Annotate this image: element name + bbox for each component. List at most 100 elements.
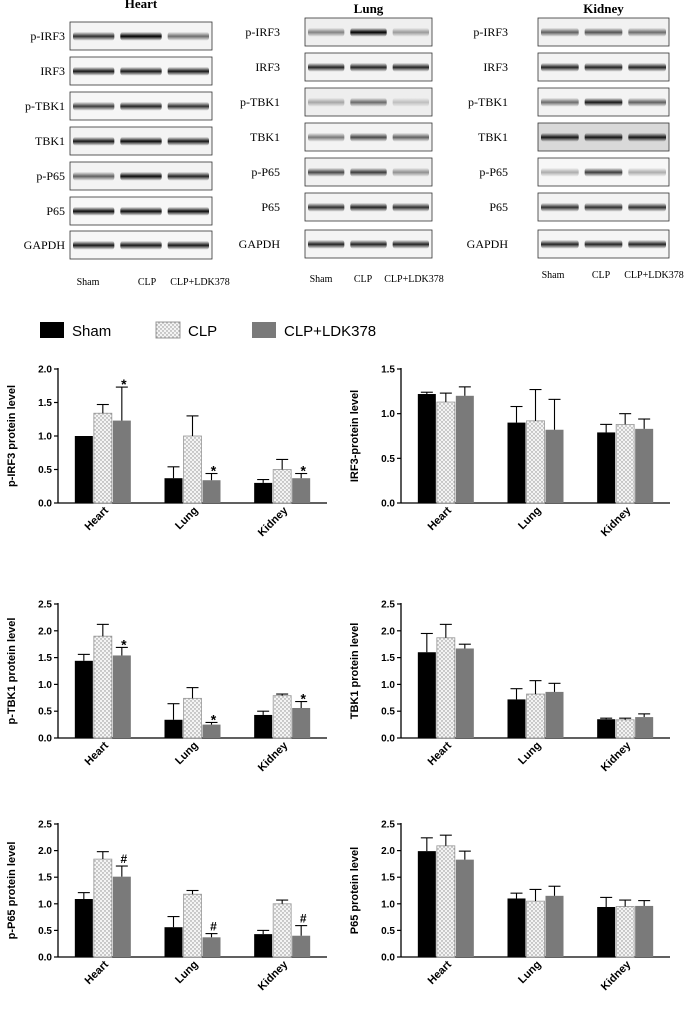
y-tick-label: 1.0 <box>38 680 52 691</box>
bar-heart-sham <box>74 660 93 738</box>
bar-lung-sham <box>507 699 526 738</box>
blot-lane-label-heart-clp: CLP <box>138 277 157 288</box>
blot-row-label-kidney-gapdh: GAPDH <box>467 237 509 251</box>
y-tick-label: 0.0 <box>38 734 52 745</box>
bar-lung-clp <box>183 893 202 958</box>
blot-band <box>541 202 579 212</box>
blot-band <box>541 97 579 107</box>
bar-heart-clp-ldk378 <box>455 395 474 503</box>
blot-row-label-lung-tbk1: TBK1 <box>250 130 280 144</box>
bar-kidney-clp <box>272 469 292 504</box>
blot-band <box>584 27 623 37</box>
y-tick-label: 1.0 <box>38 899 52 910</box>
blot-lane-label-heart-sham: Sham <box>77 277 100 288</box>
bar-kidney-clp <box>272 903 292 958</box>
x-tick-label-kidney: Kidney <box>599 958 634 993</box>
blot-band <box>350 239 387 249</box>
blot-band <box>308 202 345 212</box>
significance-marker: # <box>120 852 127 866</box>
y-tick-label: 2.0 <box>38 626 52 637</box>
x-tick-label-kidney: Kidney <box>256 739 291 774</box>
y-tick-label: 0.0 <box>38 953 52 964</box>
bar-heart-clp <box>436 845 456 958</box>
blot-band <box>73 136 115 146</box>
y-tick-label: 0.5 <box>381 454 395 465</box>
blot-band <box>392 132 429 142</box>
blot-band <box>167 240 209 250</box>
blot-band <box>392 202 429 212</box>
x-tick-label-heart: Heart <box>83 504 112 533</box>
bar-heart-sham <box>417 394 436 503</box>
x-tick-label-heart: Heart <box>426 739 455 768</box>
bar-heart-sham <box>417 652 436 738</box>
blot-band <box>628 239 666 249</box>
blot-title-heart: Heart <box>125 0 158 11</box>
blot-row-label-heart-p-tbk1: p-TBK1 <box>25 99 65 113</box>
blot-row-label-lung-irf3: IRF3 <box>255 60 280 74</box>
legend-label-sham: Sham <box>72 323 111 340</box>
legend-label-clp: CLP <box>188 323 217 340</box>
y-axis-label: P65 protein level <box>349 847 361 934</box>
blot-band <box>120 31 162 41</box>
blot-row-label-heart-p-p65: p-P65 <box>36 169 65 183</box>
blot-band <box>120 171 162 181</box>
y-axis-label: IRF3-protein level <box>349 390 361 482</box>
significance-marker: * <box>300 463 306 479</box>
x-tick-label-kidney: Kidney <box>599 504 634 539</box>
blot-lane-label-lung-clp-ldk378: CLP+LDK378 <box>384 274 444 285</box>
y-tick-label: 1.5 <box>381 873 395 884</box>
bar-lung-clp-ldk378 <box>545 429 564 503</box>
bar-lung-clp-ldk378 <box>545 691 564 738</box>
blot-band <box>392 239 429 249</box>
blot-band <box>73 206 115 216</box>
legend-swatch-clp-ldk378 <box>252 322 276 338</box>
bar-kidney-sham <box>597 906 616 957</box>
bar-heart-clp <box>436 401 456 504</box>
y-tick-label: 0.5 <box>381 707 395 718</box>
y-tick-label: 1.0 <box>381 409 395 420</box>
blot-band <box>167 31 209 41</box>
bar-lung-clp <box>526 693 545 739</box>
y-tick-label: 1.0 <box>381 899 395 910</box>
y-tick-label: 2.5 <box>381 600 395 611</box>
bar-kidney-sham <box>597 432 616 503</box>
x-tick-label-kidney: Kidney <box>256 958 291 993</box>
chart-p-tbk1: p-TBK1 protein level 0.0 0.5 1.0 1.5 2.0 2.5 He… <box>6 600 327 774</box>
blot-band <box>308 97 345 107</box>
blot-row-label-heart-gapdh: GAPDH <box>24 238 66 252</box>
bar-lung-sham <box>164 719 183 738</box>
blot-band <box>392 27 429 37</box>
blot-band <box>73 171 115 181</box>
bar-heart-clp-ldk378 <box>112 876 131 957</box>
blot-band <box>392 97 429 107</box>
significance-marker: * <box>211 711 217 727</box>
chart-tbk1: TBK1 protein level 0.0 0.5 1.0 1.5 2.0 2.5 Hear… <box>349 600 670 774</box>
chart-p-irf3: p-IRF3 protein level 0.0 0.5 1.0 1.5 2.0 Heart… <box>6 365 327 539</box>
bar-kidney-clp-ldk378 <box>635 905 654 957</box>
legend-item-clp: CLP <box>155 321 217 340</box>
blot-panel-heart: Heart p-IRF3 IRF3 p-TBK1 TBK1 p-P65 P65 GAPDH Sh… <box>24 0 230 288</box>
blot-band <box>350 27 387 37</box>
bar-kidney-clp <box>272 695 292 739</box>
bar-kidney-clp-ldk378 <box>292 478 311 503</box>
significance-marker: # <box>210 920 217 934</box>
x-tick-label-lung: Lung <box>516 505 543 532</box>
y-tick-label: 0.0 <box>381 499 395 510</box>
x-tick-label-heart: Heart <box>83 958 112 987</box>
blot-band <box>120 101 162 111</box>
blot-lane-label-lung-clp: CLP <box>354 274 373 285</box>
blot-band <box>308 167 345 177</box>
bar-lung-clp <box>526 900 545 958</box>
chart-p65: P65 protein level 0.0 0.5 1.0 1.5 2.0 2.5 Heart… <box>349 820 670 993</box>
blot-band <box>584 132 623 142</box>
y-tick-label: 0.5 <box>38 926 52 937</box>
blot-row-label-heart-p65: P65 <box>46 204 65 218</box>
blot-band <box>350 202 387 212</box>
blot-band <box>584 97 623 107</box>
bar-lung-clp <box>526 420 545 504</box>
bar-kidney-clp-ldk378 <box>292 935 311 957</box>
blot-row-label-heart-p-irf3: p-IRF3 <box>30 29 65 43</box>
bar-lung-clp-ldk378 <box>545 895 564 957</box>
blot-band <box>308 27 345 37</box>
blot-row-label-kidney-tbk1: TBK1 <box>478 130 508 144</box>
